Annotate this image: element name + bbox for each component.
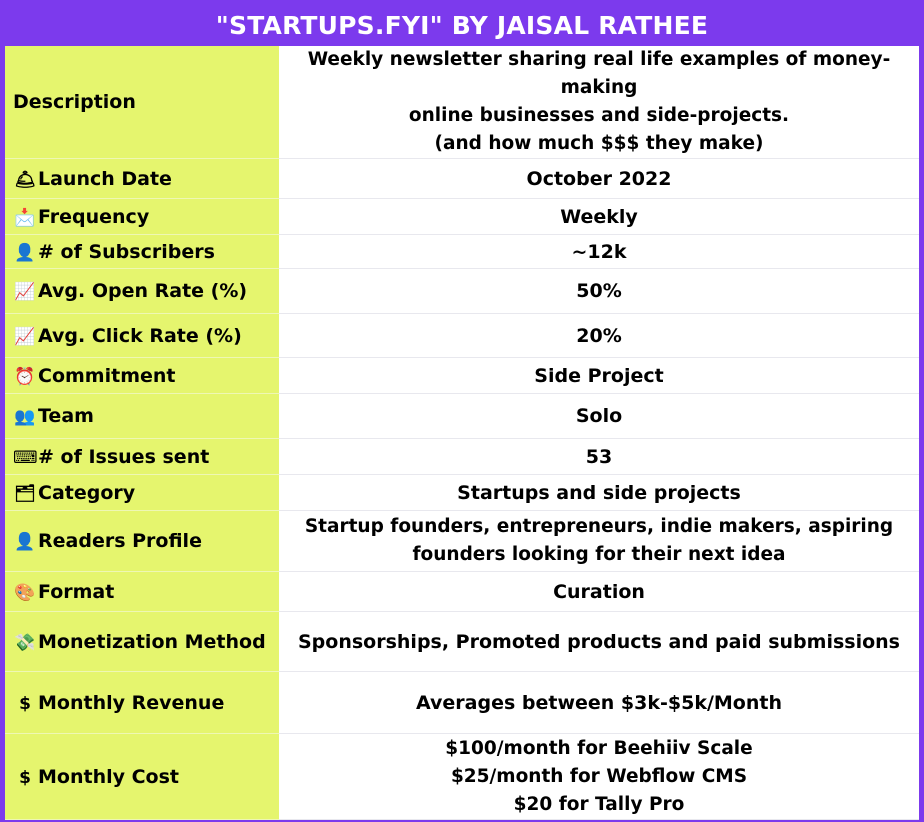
table-row: Description Weekly newsletter sharing rea… xyxy=(5,46,919,159)
row-label-cell: 🛎 Launch Date xyxy=(5,158,279,199)
row-value-line: $100/month for Beehiiv Scale xyxy=(445,737,753,759)
table-row: ⏰ Commitment Side Project xyxy=(5,357,919,394)
palette-icon: 🎨 xyxy=(14,582,36,603)
table-row: 🎨 Format Curation xyxy=(5,571,919,612)
row-value-cell: Curation xyxy=(279,571,919,612)
row-label-cell: 🎨 Format xyxy=(5,571,279,612)
row-label-cell: 💸 Monetization Method xyxy=(5,611,279,672)
row-value-cell: Sponsorships, Promoted products and paid… xyxy=(279,611,919,672)
row-value-cell: Weekly xyxy=(279,198,919,235)
row-value-line: Averages between $3k-$5k/Month xyxy=(415,691,782,714)
row-label-cell: 👤 Readers Profile xyxy=(5,510,279,572)
chart-up-icon: 📈 xyxy=(14,282,36,302)
row-value-line: October 2022 xyxy=(526,167,672,190)
table-row: ⌨# of Issues sent 53 xyxy=(5,438,919,475)
row-value-line: 53 xyxy=(585,445,613,468)
row-value-line: 50% xyxy=(576,280,622,302)
table-row: 🗂 Category Startups and side projects xyxy=(5,474,919,511)
row-value-line: founders looking for their next idea xyxy=(412,544,786,565)
row-label: Format xyxy=(38,580,115,603)
row-label-cell: Description xyxy=(5,46,279,159)
table-row: 👤 # of Subscribers ~12k xyxy=(5,234,919,269)
row-value-line: (and how much $$$ they make) xyxy=(434,133,764,154)
row-label: Readers Profile xyxy=(38,530,202,552)
row-value-cell: Startups and side projects xyxy=(279,474,919,511)
table-row: $ Monthly Revenue Averages between $3k-$5k… xyxy=(5,671,919,734)
row-label: # of Subscribers xyxy=(38,240,215,263)
row-label: Monetization Method xyxy=(38,630,266,653)
row-value-cell: ~12k xyxy=(279,234,919,269)
table-row: 📈 Avg. Click Rate (%) 20% xyxy=(5,313,919,358)
row-label-cell: ⏰ Commitment xyxy=(5,357,279,394)
folder-icon: 🗂 xyxy=(14,483,36,504)
row-label-cell: 📈 Avg. Open Rate (%) xyxy=(5,268,279,314)
row-label-cell: ⌨# of Issues sent xyxy=(5,438,279,475)
row-label-cell: 📩 Frequency xyxy=(5,198,279,235)
row-label: Commitment xyxy=(38,364,176,387)
row-value-line: Weekly xyxy=(560,205,638,228)
row-value-cell: October 2022 xyxy=(279,158,919,199)
bell-icon: 🛎 xyxy=(14,169,36,190)
row-label: Description xyxy=(13,91,136,113)
row-label-cell: $ Monthly Revenue xyxy=(5,671,279,734)
row-label: Team xyxy=(38,405,94,427)
alarm-clock-icon: ⏰ xyxy=(14,366,36,387)
row-label: Avg. Open Rate (%) xyxy=(38,280,248,302)
row-value-line: Curation xyxy=(553,580,645,603)
row-value-cell: $100/month for Beehiiv Scale $25/month fo… xyxy=(279,733,919,820)
row-value-line: ~12k xyxy=(571,240,627,263)
row-value-line: Side Project xyxy=(534,364,664,387)
row-value-cell: 20% xyxy=(279,313,919,358)
table-row: 🛎 Launch Date October 2022 xyxy=(5,158,919,199)
table-row: 👤 Readers Profile Startup founders, entrep… xyxy=(5,510,919,572)
row-value-cell: Averages between $3k-$5k/Month xyxy=(279,671,919,734)
row-label-cell: 👤 # of Subscribers xyxy=(5,234,279,269)
page-title: "STARTUPS.FYI" BY JAISAL RATHEE xyxy=(5,5,919,46)
row-label-cell: $ Monthly Cost xyxy=(5,733,279,820)
chart-up-icon: 📈 xyxy=(14,326,36,347)
dollar-icon: $ xyxy=(19,693,31,714)
row-label: Frequency xyxy=(38,205,150,228)
person-icon: 👤 xyxy=(14,532,36,552)
row-value-line: Startups and side projects xyxy=(457,481,741,504)
row-label: Monthly Cost xyxy=(38,765,179,788)
person-icon: 👤 xyxy=(14,242,36,263)
row-value-line: Startup founders, entrepreneurs, indie m… xyxy=(304,516,894,537)
row-label: Category xyxy=(38,481,136,504)
row-label-cell: 👥 Team xyxy=(5,393,279,439)
row-value-line: Weekly newsletter sharing real life exam… xyxy=(307,49,891,98)
table-row: 👥 Team Solo xyxy=(5,393,919,439)
row-label: # of Issues sent xyxy=(38,445,210,468)
keyboard-icon: ⌨ xyxy=(13,447,38,468)
row-value-cell: Weekly newsletter sharing real life exam… xyxy=(279,46,919,159)
people-icon: 👥 xyxy=(14,407,36,427)
table-row: 📈 Avg. Open Rate (%) 50% xyxy=(5,268,919,314)
info-table: Description Weekly newsletter sharing rea… xyxy=(5,46,919,820)
row-value-line: 20% xyxy=(576,324,622,347)
row-label-cell: 🗂 Category xyxy=(5,474,279,511)
row-value-cell: Solo xyxy=(279,393,919,439)
row-value-line: Sponsorships, Promoted products and paid… xyxy=(298,630,900,653)
row-label: Monthly Revenue xyxy=(38,691,225,714)
row-label-cell: 📈 Avg. Click Rate (%) xyxy=(5,313,279,358)
table-row: 📩 Frequency Weekly xyxy=(5,198,919,235)
row-value-line: online businesses and side-projects. xyxy=(408,105,790,126)
table-row: $ Monthly Cost $100/month for Beehiiv Scal… xyxy=(5,733,919,820)
row-value-cell: 50% xyxy=(279,268,919,314)
dollar-icon: $ xyxy=(19,767,31,788)
table-row: 💸 Monetization Method Sponsorships, Promot… xyxy=(5,611,919,672)
money-wings-icon: 💸 xyxy=(14,632,36,653)
row-value-line: $20 for Tally Pro xyxy=(513,793,685,815)
envelope-icon: 📩 xyxy=(14,207,36,228)
row-value-cell: 53 xyxy=(279,438,919,475)
row-value-cell: Startup founders, entrepreneurs, indie m… xyxy=(279,510,919,572)
row-value-line: $25/month for Webflow CMS xyxy=(450,765,748,787)
row-value-cell: Side Project xyxy=(279,357,919,394)
row-label: Avg. Click Rate (%) xyxy=(38,324,242,347)
row-value-line: Solo xyxy=(575,405,623,427)
row-label: Launch Date xyxy=(38,167,172,190)
